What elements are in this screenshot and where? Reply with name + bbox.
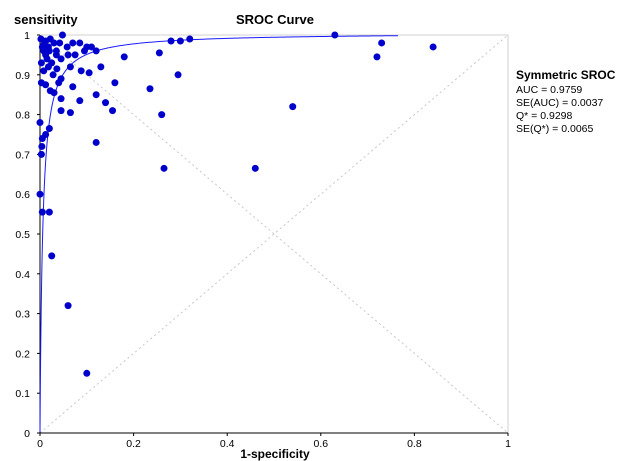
- study-point: [289, 103, 297, 111]
- study-point: [331, 31, 339, 39]
- study-point: [56, 39, 64, 47]
- legend: Symmetric SROC AUC = 0.9759 SE(AUC) = 0.…: [516, 68, 616, 135]
- study-point: [120, 53, 128, 61]
- reference-line-1: [39, 34, 509, 434]
- y-tick-label: 1: [24, 30, 30, 42]
- study-point: [63, 43, 71, 51]
- y-tick-label: 0.9: [15, 70, 30, 82]
- study-point: [44, 63, 52, 71]
- study-point: [57, 95, 65, 103]
- study-point: [50, 39, 58, 47]
- study-point: [45, 125, 53, 133]
- y-tick-label: 0.1: [15, 388, 30, 400]
- study-point: [42, 81, 50, 89]
- study-point: [36, 190, 44, 198]
- legend-auc: AUC = 0.9759: [516, 84, 582, 96]
- sroc-curve: [39, 35, 399, 433]
- study-point: [76, 39, 84, 47]
- study-point: [50, 89, 58, 97]
- x-tick-label: 0.2: [126, 438, 141, 450]
- study-point: [37, 59, 45, 67]
- y-tick-label: 0.8: [15, 110, 30, 122]
- sroc-curve-layer: [39, 35, 399, 433]
- y-tick-label: 0: [24, 428, 30, 440]
- reference-diagonals: [39, 34, 509, 434]
- study-point: [85, 69, 93, 77]
- x-tick-label: 0.4: [220, 438, 235, 450]
- study-point: [155, 49, 163, 57]
- study-point: [176, 37, 184, 45]
- chart-title: SROC Curve: [236, 12, 314, 27]
- study-point: [97, 63, 105, 71]
- study-points: [36, 31, 437, 377]
- legend-title: Symmetric SROC: [516, 68, 616, 82]
- study-point: [102, 99, 110, 107]
- study-point: [92, 91, 100, 99]
- study-point: [64, 51, 72, 59]
- x-tick-label: 1: [505, 438, 511, 450]
- study-point: [57, 55, 65, 63]
- y-tick-label: 0.2: [15, 348, 30, 360]
- study-point: [87, 43, 95, 51]
- study-point: [55, 79, 63, 87]
- y-tick-label: 0.4: [15, 269, 30, 281]
- tick-labels: 0 0.1 0.2 0.3 0.4 0.5 0.6 0.7 0.8 0.9 1 0 0.2 0.4 0.6 0…: [15, 30, 511, 450]
- study-point: [69, 83, 77, 91]
- study-point: [186, 35, 194, 43]
- y-tick-label: 0.6: [15, 189, 30, 201]
- study-point: [378, 39, 386, 47]
- study-point: [45, 47, 53, 55]
- study-point: [43, 55, 51, 63]
- study-point: [80, 47, 88, 55]
- study-point: [69, 39, 77, 47]
- study-point: [53, 65, 61, 73]
- study-point: [167, 37, 175, 45]
- study-point: [92, 138, 100, 146]
- x-tick-label: 0: [37, 438, 43, 450]
- study-point: [42, 131, 50, 138]
- study-point: [174, 71, 182, 79]
- study-point: [49, 71, 57, 79]
- study-point: [71, 51, 79, 59]
- study-point: [36, 119, 44, 127]
- study-point: [76, 97, 84, 105]
- study-point: [66, 109, 74, 117]
- study-point: [38, 142, 46, 150]
- reference-line-0: [39, 34, 509, 434]
- study-point: [160, 164, 168, 172]
- x-axis-label: 1-specificity: [240, 447, 310, 461]
- y-tick-label: 0.5: [15, 229, 30, 241]
- study-point: [40, 67, 48, 75]
- y-tick-label: 0.3: [15, 309, 30, 321]
- study-point: [158, 111, 166, 119]
- study-point: [40, 41, 48, 49]
- study-point: [429, 43, 437, 51]
- study-point: [48, 252, 56, 260]
- study-point: [92, 47, 100, 55]
- y-axis-label: sensitivity: [14, 12, 78, 27]
- study-point: [52, 51, 60, 59]
- study-point: [109, 107, 117, 115]
- study-point: [66, 63, 74, 71]
- legend-se-q-star: SE(Q*) = 0.0065: [516, 123, 593, 135]
- study-point: [64, 302, 72, 310]
- study-point: [111, 79, 119, 87]
- study-point: [373, 53, 381, 61]
- study-point: [58, 31, 66, 39]
- study-point: [45, 208, 53, 216]
- legend-q-star: Q* = 0.9298: [516, 110, 572, 122]
- study-point: [146, 85, 154, 93]
- study-point: [77, 67, 85, 75]
- study-point: [83, 369, 91, 377]
- study-point: [38, 208, 46, 216]
- study-point: [37, 150, 45, 158]
- legend-se-auc: SE(AUC) = 0.0037: [516, 97, 603, 109]
- study-point: [251, 164, 259, 172]
- study-point: [57, 107, 65, 115]
- y-tick-label: 0.7: [15, 149, 30, 161]
- x-tick-label: 0.8: [407, 438, 422, 450]
- x-tick-label: 0.6: [313, 438, 328, 450]
